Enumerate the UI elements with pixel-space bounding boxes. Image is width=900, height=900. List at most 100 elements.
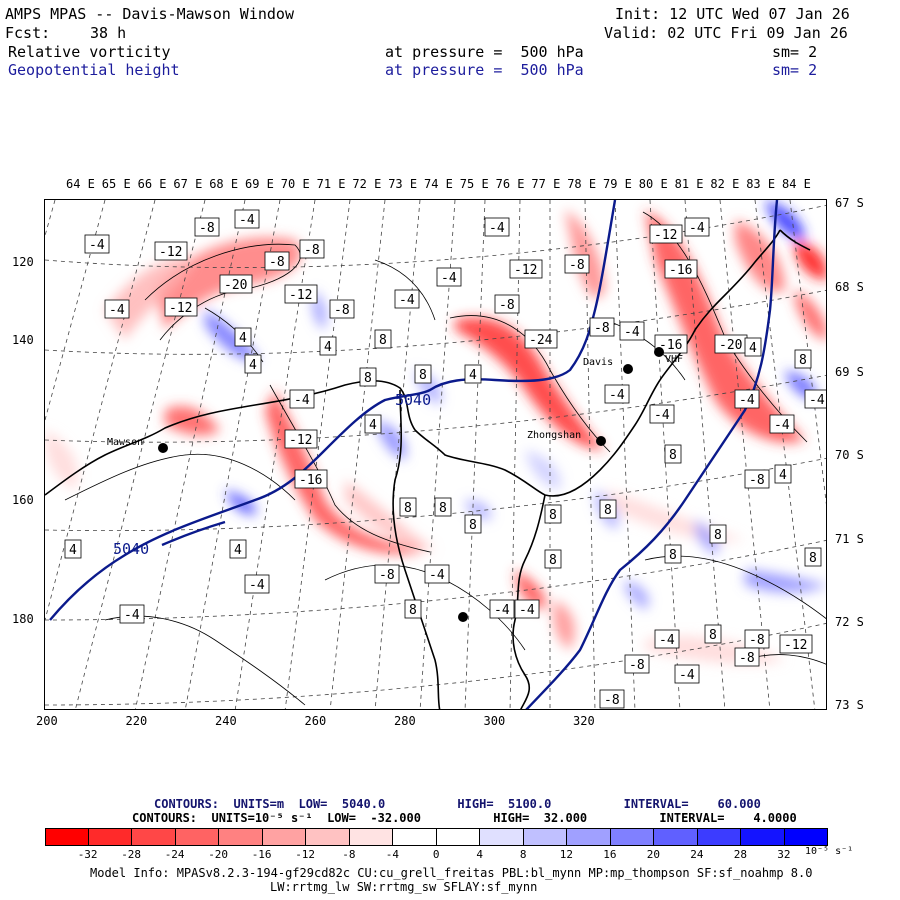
- vorticity-label-box: [744, 337, 762, 357]
- vorticity-label-box: [524, 329, 558, 349]
- vorticity-label: -4: [109, 303, 125, 318]
- vorticity-label: -4: [494, 603, 510, 618]
- field-2-pressure: at pressure = 500 hPa: [385, 61, 584, 79]
- top-lon-label: 81 E: [674, 177, 704, 191]
- geopotential-height-contours: [49, 200, 779, 709]
- vorticity-label-box: [364, 414, 382, 434]
- colorbar-cell: [784, 828, 828, 846]
- vorticity-label: 8: [669, 448, 677, 463]
- vorticity-label: -20: [224, 278, 247, 293]
- vorticity-label-box: [544, 504, 562, 524]
- vorticity-label: -8: [739, 651, 755, 666]
- vorticity-label: -4: [739, 393, 755, 408]
- coastline: [45, 229, 811, 709]
- left-y-label: 180: [12, 612, 34, 626]
- left-y-label: 140: [12, 333, 34, 347]
- vorticity-label: 8: [419, 368, 427, 383]
- top-lon-label: 64 E: [66, 177, 95, 191]
- vorticity-label-box: [664, 259, 698, 279]
- vorticity-label-box: [744, 469, 770, 489]
- top-lon-label: 68 E: [209, 177, 239, 191]
- vorticity-label-box: [774, 464, 792, 484]
- bottom-x-label: 320: [573, 714, 595, 728]
- vorticity-label-box: [619, 321, 645, 341]
- colorbar-cell: [219, 828, 263, 846]
- vorticity-label-box: [564, 254, 590, 274]
- vorticity-label-box: [319, 336, 337, 356]
- vorticity-label: 8: [549, 508, 557, 523]
- colorbar-cell: [262, 828, 306, 846]
- bottom-x-label: 200: [36, 714, 58, 728]
- right-lat-label: 68 S: [835, 280, 864, 294]
- vorticity-label-box: [544, 549, 562, 569]
- vorticity-label-box: [674, 664, 700, 684]
- vorticity-label-box: [804, 389, 826, 409]
- colorbar-cell: [45, 828, 89, 846]
- top-lon-label: 73 E: [388, 177, 418, 191]
- vorticity-label: -12: [654, 228, 677, 243]
- height-contours-info: CONTOURS: UNITS=m LOW= 5040.0 HIGH= 5100…: [154, 797, 761, 811]
- vorticity-label: 4: [69, 543, 77, 558]
- vorticity-label: 4: [324, 340, 332, 355]
- colorbar-cell: [132, 828, 176, 846]
- map-canvas: 5040 5040 -4-8-4-12-8-20-8-12-4-12-8444-…: [45, 200, 826, 709]
- forecast-hour: 38 h: [90, 24, 127, 42]
- right-lat-label: 67 S: [835, 196, 864, 210]
- vorticity-label-box: [414, 364, 432, 384]
- vorticity-label: 4: [239, 331, 247, 346]
- vorticity-label: -12: [289, 288, 312, 303]
- colorbar-tick: -12: [295, 848, 316, 861]
- colorbar-tick: -4: [385, 848, 400, 861]
- top-lon-label: 65 E: [101, 177, 131, 191]
- vorticity-label: 4: [249, 358, 257, 373]
- vorticity-label: -8: [749, 633, 765, 648]
- vorticity-label: 8: [714, 528, 722, 543]
- vorticity-label: -24: [529, 333, 553, 348]
- vorticity-label-box: [604, 384, 630, 404]
- vorticity-label: 8: [809, 551, 817, 566]
- vorticity-label-box: [359, 367, 377, 387]
- field-1-pressure: at pressure = 500 hPa: [385, 43, 584, 61]
- right-lat-label: 72 S: [835, 615, 864, 629]
- top-lon-label: 78 E: [567, 177, 597, 191]
- forecast-label: Fcst:: [5, 24, 51, 42]
- vorticity-label-box: [394, 289, 420, 309]
- top-lon-label: 71 E: [316, 177, 346, 191]
- vorticity-label: -4: [689, 221, 705, 236]
- field-1-smoothing: sm= 2: [772, 43, 818, 61]
- vorticity-label: 4: [369, 418, 377, 433]
- vorticity-label-box: [219, 274, 253, 294]
- vorticity-label-box: [589, 317, 615, 337]
- top-lon-label: 83 E: [746, 177, 776, 191]
- vorticity-label: -12: [289, 433, 312, 448]
- colorbar-tick: 4: [476, 848, 484, 861]
- vorticity-label: -8: [334, 303, 350, 318]
- vorticity-label: -4: [441, 271, 457, 286]
- vorticity-label-box: [264, 251, 290, 271]
- colorbar-tick: 28: [733, 848, 748, 861]
- bottom-x-label: 220: [125, 714, 148, 728]
- vorticity-label-box: [284, 284, 318, 304]
- bottom-x-label: 300: [483, 714, 506, 728]
- vorticity-label-box: [494, 294, 520, 314]
- vorticity-label: -4: [294, 393, 310, 408]
- colorbar-tick: -20: [208, 848, 229, 861]
- vorticity-label: 8: [469, 518, 477, 533]
- vorticity-label: 8: [364, 371, 372, 386]
- right-lat-label: 69 S: [835, 365, 864, 379]
- vorticity-label-box: [654, 334, 688, 354]
- vorticity-label-box: [489, 599, 515, 619]
- colorbar-cell: [741, 828, 785, 846]
- vorticity-label: -8: [629, 658, 645, 673]
- station-marker-vhf: [654, 347, 664, 357]
- colorbar-cell: [654, 828, 698, 846]
- vorticity-label: -4: [609, 388, 625, 403]
- model-info-physics: LW:rrtmg_lw SW:rrtmg_sw SFLAY:sf_mynn: [270, 880, 538, 894]
- vorticity-label-box: [244, 354, 262, 374]
- colorbar-cell: [610, 828, 654, 846]
- vorticity-label: -4: [774, 418, 790, 433]
- vorticity-label: -4: [124, 608, 140, 623]
- vorticity-label: -8: [604, 693, 620, 708]
- vorticity-label-box: [119, 604, 145, 624]
- vorticity-label: 8: [669, 548, 677, 563]
